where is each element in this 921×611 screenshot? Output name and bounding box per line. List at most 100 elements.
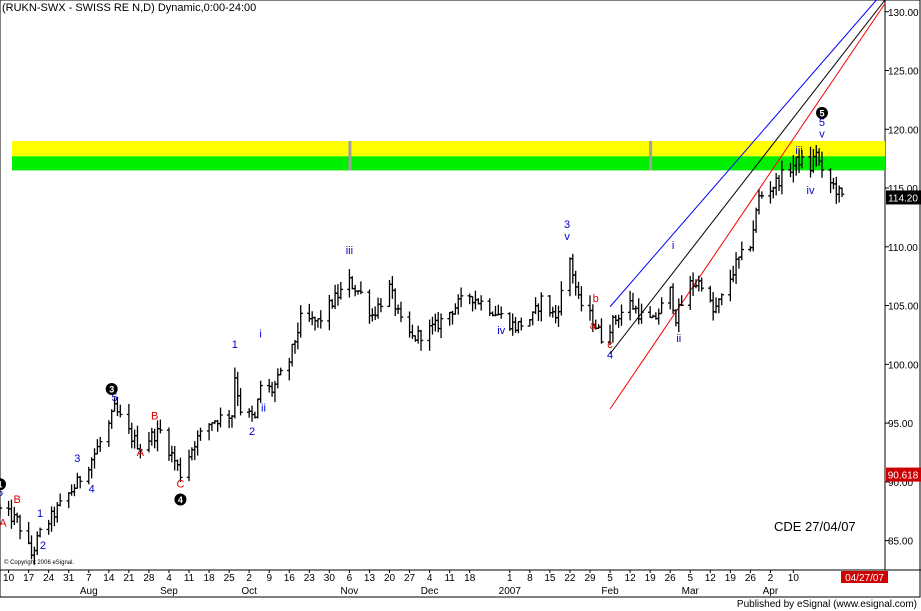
chart-border <box>0 0 921 598</box>
x-tick-label: 18 <box>204 573 216 584</box>
x-tick-label: 5 <box>687 573 693 584</box>
price-bar <box>206 423 212 441</box>
price-bar <box>152 428 157 449</box>
price-bar <box>390 275 395 299</box>
x-tick-label: 23 <box>304 573 316 584</box>
wave-label: 1 <box>37 508 43 520</box>
price-bar <box>287 357 292 381</box>
price-bar <box>407 311 412 338</box>
price-bar <box>393 288 398 317</box>
wave-degree-badge: 3 <box>105 383 118 396</box>
x-month-label: Mar <box>682 586 700 597</box>
x-tick-label: 17 <box>23 573 35 584</box>
price-bar <box>627 290 633 321</box>
price-bar <box>576 281 581 299</box>
price-bar <box>35 531 40 556</box>
y-tick-label: 90.00 <box>888 478 913 489</box>
y-axis: 85.0090.0095.00100.00105.00110.00115.001… <box>885 8 919 548</box>
wave-label: 4 <box>607 349 613 361</box>
x-axis: 10 17 24 31 7 14 21 28 4 11 18 25 2 9 16 23 30 6 13 20 27 4 11… <box>3 570 889 597</box>
price-bar <box>768 181 773 204</box>
x-tick-label: 9 <box>266 573 272 584</box>
y-tick-label: 105.00 <box>888 302 919 313</box>
price-bar <box>309 311 315 326</box>
wave-degree-badge: 4 <box>174 493 187 506</box>
x-month-label: Aug <box>80 586 98 597</box>
price-bar <box>748 245 753 252</box>
fib-level-bg <box>886 467 921 482</box>
price-bar <box>358 281 364 295</box>
x-tick-label: 12 <box>705 573 717 584</box>
price-bar <box>289 343 295 367</box>
price-bar <box>238 388 243 416</box>
price-bar <box>12 506 17 525</box>
x-tick-label: 26 <box>745 573 757 584</box>
price-bar <box>26 521 31 545</box>
x-tick-label: 30 <box>324 573 336 584</box>
wave-label: i <box>259 328 261 340</box>
price-bar <box>579 286 584 312</box>
x-tick-label: 16 <box>284 573 296 584</box>
wave-label: i <box>672 240 674 252</box>
x-tick-label: 28 <box>143 573 155 584</box>
channel-line-red <box>609 3 886 410</box>
x-tick-label: 12 <box>625 573 637 584</box>
x-tick-label: 10 <box>788 573 800 584</box>
wave-label: iv <box>807 185 815 197</box>
price-bar <box>834 176 839 204</box>
fib-level-marker: 90.618 <box>886 467 921 482</box>
wave-label: 5 <box>0 487 3 499</box>
price-bar <box>347 269 352 298</box>
price-bar <box>195 430 200 456</box>
price-bar <box>106 420 112 447</box>
y-tick-label: 110.00 <box>888 243 918 254</box>
price-bar <box>759 191 765 199</box>
badge-number: 4 <box>178 495 183 505</box>
wave-label: C <box>176 479 184 491</box>
x-tick-label: 24 <box>43 573 55 584</box>
wave-label: v <box>564 231 570 243</box>
price-bar <box>516 320 521 334</box>
price-bar <box>312 316 318 331</box>
wave-label: 5 <box>819 117 825 129</box>
price-bar <box>507 312 513 331</box>
badge-circle <box>105 383 118 396</box>
price-bar <box>278 367 283 376</box>
publisher-credit: Published by eSignal (www.esignal.com) <box>736 599 917 610</box>
date-badge-text: 04/27/07 <box>845 573 884 584</box>
price-bar <box>639 303 644 324</box>
x-tick-label: 6 <box>347 573 353 584</box>
price-bar <box>736 256 742 269</box>
price-bar <box>799 150 805 169</box>
price-bar <box>630 292 636 310</box>
wave-label: 4 <box>89 483 95 495</box>
price-bar <box>14 512 20 523</box>
price-bar <box>226 410 232 429</box>
badge-number: 5 <box>819 108 824 118</box>
badge-circle <box>174 493 187 506</box>
price-bar <box>332 284 338 310</box>
zone-band-yellow <box>12 141 885 157</box>
price-bar <box>656 308 661 325</box>
y-tick-label: 100.00 <box>888 360 919 371</box>
price-bar <box>619 304 624 326</box>
price-bar <box>756 189 762 215</box>
x-tick-label: 27 <box>404 573 416 584</box>
price-bar <box>587 295 593 321</box>
x-tick-label: 10 <box>3 573 15 584</box>
x-tick-label: 11 <box>184 573 195 584</box>
x-month-label: Nov <box>341 586 359 597</box>
resistance-zones <box>12 141 885 171</box>
price-bar <box>713 297 719 314</box>
price-bar <box>676 298 681 333</box>
price-bar <box>415 325 421 344</box>
price-bar <box>109 409 114 429</box>
price-bar <box>776 175 782 192</box>
price-bar <box>146 432 152 453</box>
price-bar <box>556 305 561 327</box>
wave-label: iii <box>795 145 802 157</box>
wave-label: ii <box>676 333 681 345</box>
price-bar <box>92 448 97 469</box>
price-bar <box>229 415 235 428</box>
price-bar <box>673 309 679 327</box>
